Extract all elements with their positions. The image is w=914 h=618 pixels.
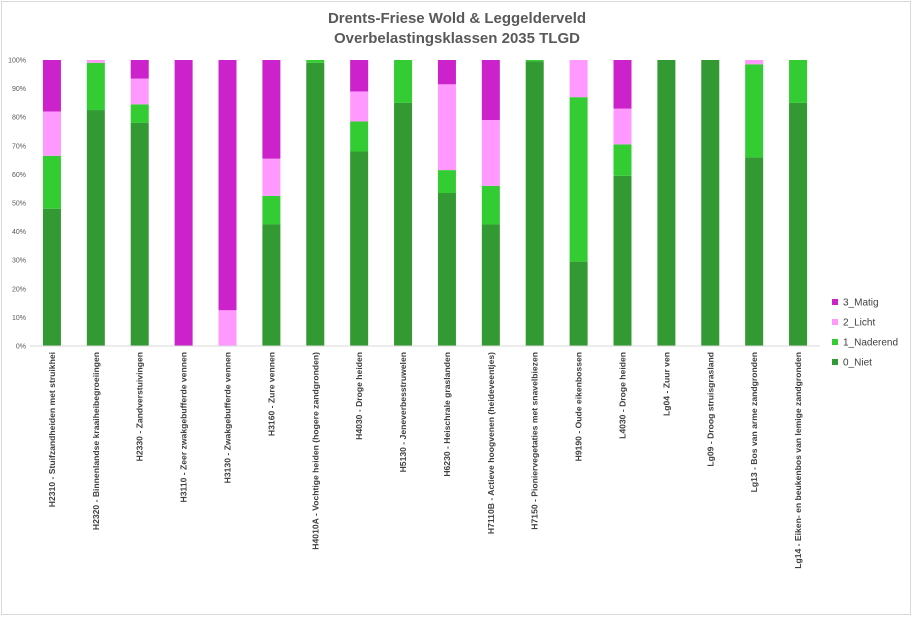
- bar-segment: [394, 60, 413, 103]
- y-tick-label: 50%: [12, 201, 26, 208]
- y-tick-label: 10%: [12, 315, 26, 322]
- bar-segment: [262, 60, 281, 159]
- x-tick-label: H3160 - Zure vennen: [266, 352, 276, 436]
- bar-segment: [745, 60, 764, 65]
- y-tick-label: 80%: [12, 115, 26, 122]
- bar-segment: [569, 60, 588, 98]
- bar-segment: [481, 60, 500, 121]
- bar-segment: [437, 170, 456, 193]
- y-tick-label: 70%: [12, 143, 26, 150]
- x-tick-label: Lg09 - Droog struisgrasland: [705, 352, 715, 467]
- bar-segment: [481, 185, 500, 225]
- bar-segment: [350, 91, 369, 122]
- legend-swatch: [832, 359, 838, 365]
- bar-segment: [569, 97, 588, 262]
- bar-segment: [130, 104, 149, 123]
- bar-segment: [745, 64, 764, 158]
- x-tick-label: H9190 - Oude eikenbossen: [574, 352, 584, 461]
- x-tick-label: H3130 - Zwakgebufferde vennen: [223, 352, 233, 483]
- bar-segment: [525, 60, 544, 62]
- x-tick-label: H4030 - Droge heiden: [354, 352, 364, 440]
- bar-segment: [130, 60, 149, 79]
- x-tick-label: L4030 - Droge heiden: [618, 352, 628, 439]
- x-tick-label: H2320 - Binnenlandse kraaiheibegroeiinge…: [91, 352, 101, 530]
- bar-segment: [437, 192, 456, 346]
- bar-segment: [350, 60, 369, 92]
- bar-segment: [437, 60, 456, 85]
- legend-label: 0_Niet: [843, 358, 872, 369]
- bar-segment: [130, 122, 149, 346]
- legend-label: 1_Naderend: [843, 338, 898, 349]
- x-tick-label: Lg14 - Eiken- en beukenbos van lemige za…: [793, 352, 803, 569]
- bar-segment: [262, 224, 281, 346]
- bar-segment: [86, 60, 105, 63]
- x-tick-label: H5130 - Jeneverbesstruwelen: [398, 352, 408, 472]
- bar-segment: [262, 158, 281, 196]
- bar-segment: [86, 62, 105, 111]
- bar-segment: [262, 195, 281, 225]
- x-tick-label: H2330 - Zandverstuivingen: [135, 352, 145, 461]
- bar-segment: [350, 121, 369, 152]
- bar-segment: [350, 151, 369, 346]
- bar-segment: [745, 157, 764, 346]
- y-tick-label: 30%: [12, 258, 26, 265]
- bar-segment: [613, 108, 632, 145]
- bar-segment: [42, 60, 61, 112]
- legend-label: 2_Licht: [843, 318, 875, 329]
- bar-segment: [569, 261, 588, 346]
- x-tick-label: H2310 - Stuifzandheiden met struikhei: [47, 352, 57, 507]
- y-tick-label: 60%: [12, 172, 26, 179]
- bar-segment: [657, 60, 676, 346]
- legend-swatch: [832, 299, 838, 305]
- legend-swatch: [832, 319, 838, 325]
- bar-segment: [613, 60, 632, 109]
- bar-segment: [42, 155, 61, 209]
- legend: 3_Matig 2_Licht 1_Naderend 0_Niet: [832, 298, 898, 369]
- legend-label: 3_Matig: [843, 298, 879, 309]
- bar-segment: [130, 78, 149, 105]
- bar-segment: [481, 120, 500, 186]
- legend-swatch: [832, 339, 838, 345]
- bar-segment: [525, 61, 544, 347]
- y-tick-label: 90%: [12, 86, 26, 93]
- bar-segment: [174, 60, 193, 346]
- y-tick-label: 100%: [8, 58, 26, 65]
- y-tick-label: 20%: [12, 286, 26, 293]
- bar-segment: [613, 144, 632, 176]
- bar-segment: [218, 60, 237, 311]
- bar-segment: [86, 110, 105, 346]
- x-tick-label: Lg04 - Zuur ven: [661, 352, 671, 416]
- bar-segment: [481, 224, 500, 346]
- y-axis: 0% 10% 20% 30% 40% 50% 60% 70% 80% 90% 100%: [8, 58, 26, 351]
- chart-subtitle: Overbelastingsklassen 2035 TLGD: [334, 30, 580, 47]
- bar-segment: [306, 60, 325, 63]
- bar-segment: [701, 60, 720, 346]
- bar-segment: [306, 62, 325, 347]
- bar-segment: [218, 310, 237, 346]
- x-tick-label: H7150 - Pioniervegetaties met snavelbiez…: [530, 352, 540, 530]
- bar-segment: [789, 102, 808, 347]
- x-tick-label: H3110 - Zeer zwakgebufferde vennen: [179, 352, 189, 502]
- bar-segment: [42, 111, 61, 156]
- x-tick-label: H7110B - Actieve hoogvenen (heideveentje…: [486, 352, 496, 534]
- bar-segment: [437, 84, 456, 171]
- bar-segment: [613, 175, 632, 346]
- bars: [42, 60, 808, 347]
- bar-segment: [42, 208, 61, 346]
- x-tick-label: Lg13 - Bos van arme zandgronden: [749, 352, 759, 492]
- x-tick-label: H4010A - Vochtige heiden (hogere zandgro…: [310, 352, 320, 550]
- bar-segment: [394, 102, 413, 347]
- bar-segment: [789, 60, 808, 103]
- y-tick-label: 0%: [16, 344, 26, 351]
- y-tick-label: 40%: [12, 229, 26, 236]
- x-tick-label: H6230 - Heischrale graslanden: [442, 352, 452, 477]
- chart-title: Drents-Friese Wold & Leggelderveld: [328, 10, 586, 27]
- x-axis-labels: H2310 - Stuifzandheiden met struikhei H23…: [47, 352, 803, 569]
